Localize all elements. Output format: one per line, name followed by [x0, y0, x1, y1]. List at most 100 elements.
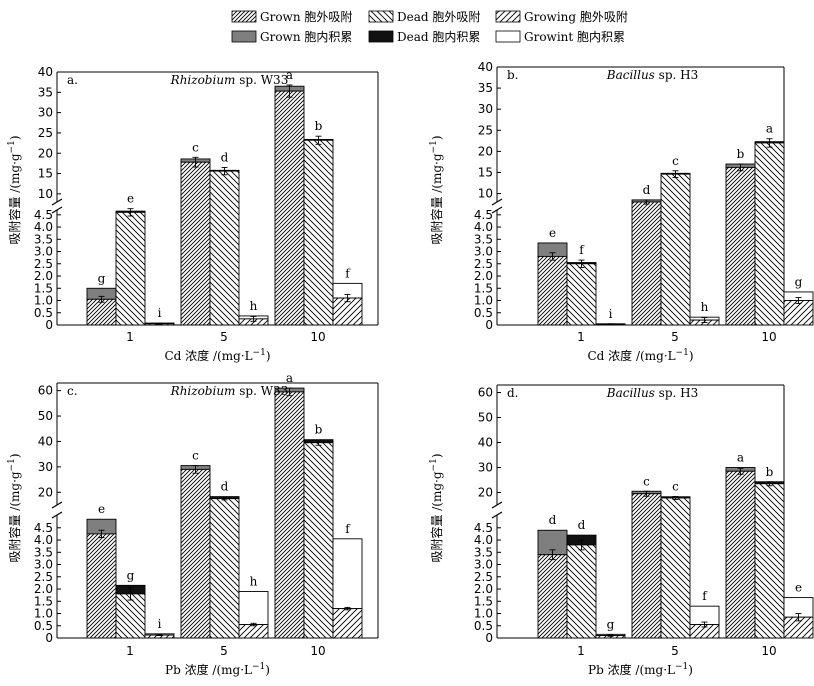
y-tick-label: 2.0	[34, 582, 53, 596]
bar-dead-ext	[303, 139, 334, 326]
bar-dead-ext	[115, 593, 146, 639]
y-tick-label: 4.5	[34, 208, 53, 222]
x-tick-label: 5	[671, 330, 679, 344]
bar-grown-ext	[725, 166, 756, 326]
significance-letter: h	[701, 300, 709, 314]
bar-dead-ext	[754, 483, 785, 639]
bar-dead-ext	[754, 142, 785, 326]
y-tick-label: 20	[478, 144, 493, 158]
significance-letter: d	[549, 513, 557, 527]
bar-growing-ext	[238, 624, 269, 639]
y-tick-label: 4.0	[34, 533, 53, 547]
bar-growing-ext	[332, 608, 363, 639]
y-tick-label: 1.5	[34, 281, 53, 295]
y-tick-label: 3.5	[474, 232, 493, 246]
legend-label-grown-ext: Grown 胞外吸附	[260, 10, 352, 24]
legend-label-growing-int: Growint 胞内积累	[524, 30, 625, 44]
significance-letter: f	[702, 589, 708, 603]
legend-swatch-grown-int	[231, 30, 257, 43]
significance-letter: e	[127, 192, 134, 206]
y-tick-label: 2.5	[474, 570, 493, 584]
x-tick-label: 1	[126, 644, 134, 658]
bar-grown-ext	[180, 161, 211, 326]
y-axis-label: 吸附容量 /(mg·g−1)	[429, 135, 444, 244]
x-tick-label: 5	[220, 330, 228, 344]
y-tick-label: 4.0	[34, 220, 53, 234]
bar-grown-ext	[180, 468, 211, 639]
y-tick-label: 50	[38, 409, 53, 423]
legend-entry-growing-int: Growint 胞内积累	[495, 30, 625, 44]
y-tick-label: 2.5	[34, 257, 53, 271]
significance-letter: b	[315, 119, 323, 133]
y-tick-label: 2.0	[474, 269, 493, 283]
legend-label-grown-int: Grown 胞内积累	[260, 30, 352, 44]
bar-growing-int	[332, 538, 363, 610]
y-tick-label: 20	[38, 485, 53, 499]
legend-swatch-growing-int	[495, 30, 521, 43]
y-tick-label: 4.5	[474, 208, 493, 222]
y-tick-label: 60	[478, 386, 493, 400]
bar-dead-ext	[303, 442, 334, 639]
bar-growing-ext	[332, 297, 363, 326]
significance-letter: a	[286, 68, 293, 82]
bar-dead-ext	[660, 173, 691, 326]
y-tick-label: 30	[38, 106, 53, 120]
y-tick-label: 0	[485, 631, 493, 645]
y-tick-label: 1.0	[34, 294, 53, 308]
panel-title: Bacillus sp. H3	[606, 386, 698, 400]
panel-label: d.	[507, 386, 519, 400]
y-axis-label: 吸附容量 /(mg·g−1)	[7, 453, 22, 562]
y-tick-label: 1.5	[34, 594, 53, 608]
x-tick-label: 10	[761, 330, 776, 344]
bar-grown-ext	[631, 201, 662, 326]
legend-entry-dead-ext: Dead 胞外吸附	[368, 10, 480, 24]
significance-letter: a	[766, 122, 773, 136]
y-tick-label: 25	[38, 126, 53, 140]
bar-dead-ext	[209, 170, 240, 326]
bar-grown-ext	[274, 391, 305, 639]
bar-grown-ext	[725, 470, 756, 639]
significance-letter: d	[221, 150, 229, 164]
bar-dead-ext	[660, 497, 691, 639]
y-tick-label: 20	[38, 146, 53, 160]
significance-letter: a	[737, 451, 744, 465]
y-tick-label: 0.5	[474, 306, 493, 320]
y-tick-label: 40	[478, 60, 493, 74]
y-tick-label: 40	[38, 65, 53, 79]
panels: 00.51.01.52.02.53.03.54.04.5101520253035…	[7, 60, 814, 677]
y-tick-label: 60	[38, 384, 53, 398]
significance-letter: g	[98, 271, 106, 285]
legend-label-growing-ext: Growing 胞外吸附	[524, 10, 628, 24]
y-axis-label: 吸附容量 /(mg·g−1)	[7, 135, 22, 244]
significance-letter: e	[98, 502, 105, 516]
chart-panel-d: 00.51.01.52.02.53.03.54.04.5 20 30 40 50 60 d d…	[429, 384, 814, 677]
significance-letter: h	[250, 299, 258, 313]
x-tick-label: 5	[220, 644, 228, 658]
significance-letter: f	[345, 522, 351, 536]
significance-letter: d	[221, 480, 229, 494]
significance-letter: g	[795, 275, 803, 289]
bar-dead-ext	[566, 263, 597, 326]
panel-title: Rhizobium sp. W33	[170, 73, 289, 87]
y-tick-label: 30	[478, 461, 493, 475]
y-tick-label: 0	[45, 631, 53, 645]
legend-entry-dead-int: Dead 胞内积累	[368, 30, 480, 44]
x-tick-label: 1	[577, 644, 585, 658]
axis-break-mark	[491, 198, 503, 214]
legend-swatch-growing-ext	[495, 10, 521, 23]
significance-letter: i	[158, 306, 162, 320]
significance-letter: c	[192, 140, 199, 154]
significance-letter: d	[643, 183, 651, 197]
significance-letter: c	[192, 449, 199, 463]
legend-entry-grown-ext: Grown 胞外吸附	[231, 10, 352, 24]
chart-panel-b: 00.51.01.52.02.53.03.54.04.5101520253035…	[429, 60, 814, 363]
axis-break-mark	[51, 501, 63, 519]
y-tick-label: 4.5	[474, 521, 493, 535]
significance-letter: b	[737, 147, 745, 161]
y-tick-label: 3.0	[34, 245, 53, 259]
y-tick-label: 3.0	[474, 245, 493, 259]
y-tick-label: 2.0	[34, 269, 53, 283]
y-tick-label: 2.0	[474, 582, 493, 596]
x-tick-label: 1	[577, 330, 585, 344]
